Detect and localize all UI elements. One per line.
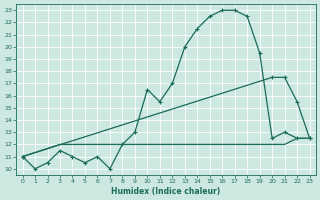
X-axis label: Humidex (Indice chaleur): Humidex (Indice chaleur) [111,187,221,196]
